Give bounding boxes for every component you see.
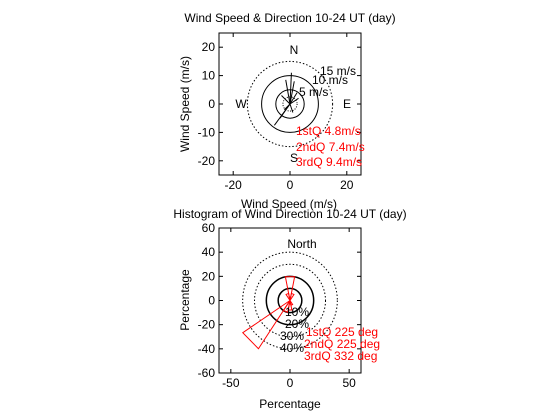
direction-bin	[282, 300, 291, 314]
wind-speed-direction-panel: Wind Speed & Direction 10-24 UT (day) -2…	[178, 11, 396, 211]
top-ytick-label: -20	[198, 154, 216, 168]
bottom-ytick-label: -60	[198, 366, 216, 380]
direction-bin	[289, 292, 295, 301]
top-xtick-label: -20	[225, 178, 243, 192]
top-ytick-label: 20	[202, 40, 216, 54]
compass-south-label: S	[290, 151, 298, 165]
pct-ring-label-10: 10%	[285, 305, 309, 319]
top-wind-vectors	[273, 72, 299, 126]
bottom-ytick-label: 60	[202, 221, 216, 235]
bottom-xtick-label: 0	[287, 376, 294, 390]
ring-label-10: 10 m/s	[312, 73, 348, 87]
ring-label-5: 5 m/s	[299, 85, 328, 99]
bottom-chart-title: Histogram of Wind Direction 10-24 UT (da…	[173, 207, 406, 221]
top-xtick-label: 0	[287, 178, 294, 192]
speed-ring-10	[261, 75, 319, 133]
top-x-axis-label: Wind Speed (m/s)	[241, 197, 337, 211]
bottom-x-axis-label: Percentage	[259, 397, 321, 411]
bottom-y-axis-label: Percentage	[178, 269, 192, 331]
bottom-ytick-label: -20	[198, 318, 216, 332]
bottom-ytick-label: 20	[202, 269, 216, 283]
pct-ring-30	[254, 263, 326, 338]
direction-bin	[284, 276, 296, 301]
wind-vector	[281, 95, 291, 105]
bottom-x-ticks: -50 0 50	[222, 228, 356, 390]
direction-bin	[289, 300, 294, 306]
direction-bin	[241, 300, 291, 350]
bottom-quartile-1: 1stQ 225 deg	[306, 325, 378, 339]
top-x-ticks: -20 0 20	[225, 33, 354, 192]
compass-north-label: N	[290, 43, 299, 57]
top-chart-title: Wind Speed & Direction 10-24 UT (day)	[184, 11, 395, 25]
direction-bin	[285, 292, 291, 301]
bottom-xtick-label: 50	[342, 376, 356, 390]
top-ytick-label: 0	[208, 97, 215, 111]
compass-west-label: W	[235, 97, 247, 111]
pct-ring-label-40: 40%	[280, 341, 304, 355]
bottom-ytick-label: 0	[208, 294, 215, 308]
wind-vector	[279, 103, 291, 119]
top-y-ticks: 20 10 0 -10 -20	[198, 40, 361, 168]
bottom-y-ticks: 60 40 20 0 -20 -40 -60	[198, 221, 361, 380]
wind-direction-histogram-panel: Histogram of Wind Direction 10-24 UT (da…	[173, 207, 406, 411]
pct-ring-label-30: 30%	[280, 329, 304, 343]
wind-vector	[289, 103, 294, 113]
pct-ring-label-20: 20%	[285, 317, 309, 331]
top-y-axis-label: Wind Speed (m/s)	[178, 56, 192, 152]
wind-vector	[289, 72, 292, 105]
pct-ring-10	[277, 287, 303, 314]
ring-label-15: 15 m/s	[320, 64, 356, 78]
bottom-xtick-label: -50	[222, 376, 240, 390]
top-ytick-label: 10	[202, 69, 216, 83]
bottom-ytick-label: -40	[198, 342, 216, 356]
wind-vector	[289, 97, 299, 105]
pct-ring-40	[242, 251, 338, 350]
wind-vector	[285, 79, 291, 105]
top-quartile-1: 1stQ 4.8m/s	[296, 124, 361, 138]
bottom-quartile-2: 2ndQ 225 deg	[304, 337, 380, 351]
top-quartile-2: 2ndQ 7.4m/s	[296, 140, 365, 154]
wind-vector	[289, 92, 298, 105]
speed-ring-15	[246, 60, 334, 148]
top-ytick-label: -10	[198, 125, 216, 139]
bottom-quartile-3: 3rdQ 332 deg	[304, 349, 377, 363]
top-quartile-3: 3rdQ 9.4m/s	[296, 155, 362, 169]
north-label: North	[287, 237, 316, 251]
bottom-ytick-label: 40	[202, 245, 216, 259]
bottom-direction-bins	[241, 276, 296, 350]
wind-vector	[289, 81, 295, 105]
compass-east-label: E	[343, 97, 351, 111]
top-xtick-label: 20	[340, 178, 354, 192]
speed-ring-5	[275, 89, 305, 119]
